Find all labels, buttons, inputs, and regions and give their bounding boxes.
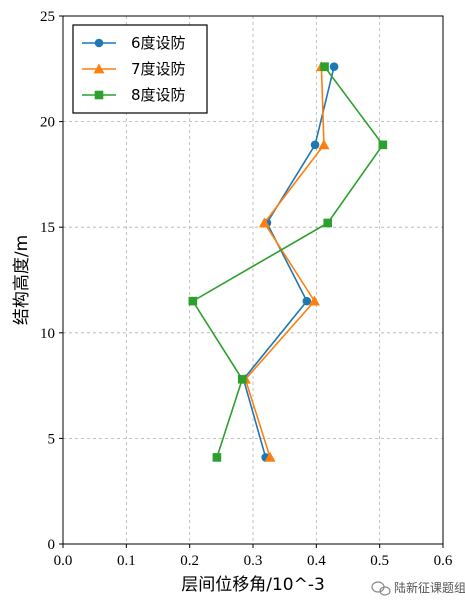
x-axis-label: 层间位移角/10^-3 [181,575,325,595]
grid-layer [63,16,443,544]
y-tick-label: 20 [40,115,55,131]
x-tick-label: 0.1 [117,553,136,569]
legend-entry: 6度设防 [82,34,186,52]
data-point [329,62,339,71]
data-point [237,374,247,384]
y-tick-label: 5 [48,431,56,447]
data-point [378,140,388,150]
wechat-icon [371,581,391,596]
y-tick-label: 25 [40,9,55,25]
series-line [244,66,325,458]
y-tick-label: 15 [40,220,55,236]
data-point [264,451,276,462]
data-point [258,217,270,228]
legend-entry: 7度设防 [82,60,186,78]
legend-marker [94,38,104,48]
data-point [320,62,329,71]
legend-marker [94,90,104,100]
legend-label: 7度设防 [131,60,186,78]
series-layer [188,61,388,462]
watermark-text: 陆新征课题组 [394,580,465,595]
x-tick-label: 0.0 [54,553,73,569]
data-point [323,218,333,228]
y-tick-label: 10 [40,326,55,342]
data-point [308,295,320,306]
y-tick-label: 0 [48,537,56,553]
x-tick-label: 0.6 [434,553,453,569]
legend-items: 6度设防 7度设防 8度设防 [82,34,186,104]
legend-label: 6度设防 [131,34,186,52]
ticks-layer: 0.0 0.1 0.2 0.3 0.4 0.5 0.6 0 5 10 15 20 25 [40,9,453,569]
legend-entry: 8度设防 [82,86,186,104]
series-3 [188,62,388,462]
watermark: 陆新征课题组 [371,580,465,596]
series-1 [239,62,339,462]
data-point [188,296,198,306]
series-line [191,66,384,458]
data-point [302,296,312,306]
data-point [212,453,222,462]
data-point [318,139,330,150]
data-point [310,140,320,150]
x-tick-label: 0.5 [370,553,389,569]
y-axis-label: 结构高度/m [12,235,32,325]
series-line [242,66,335,458]
x-tick-label: 0.3 [244,553,263,569]
x-tick-label: 0.4 [307,553,326,569]
x-tick-label: 0.2 [180,553,199,569]
legend: 6度设防 7度设防 8度设防 [72,24,208,114]
legend-label: 8度设防 [131,86,186,104]
legend-marker [93,63,105,74]
